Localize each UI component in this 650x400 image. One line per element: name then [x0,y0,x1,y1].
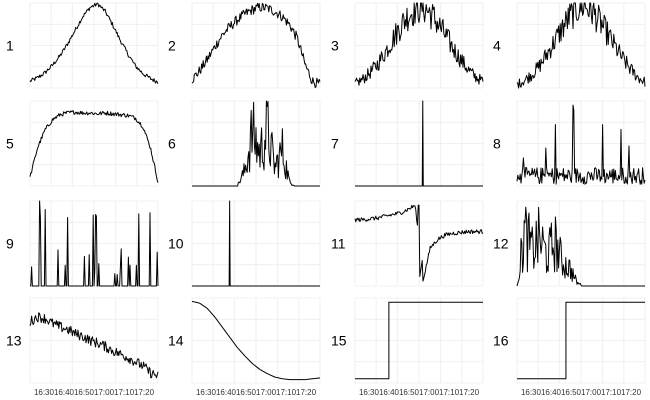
panel-13-series-line [29,312,159,379]
panel-1-series-line [29,2,159,84]
panel-3-label: 3 [331,38,339,54]
panel-16-x-tick-labels: 16:3016:4016:5017:0017:1017:20 [521,388,642,397]
panel-2-series-line [191,2,321,88]
panel-16-label: 16 [493,333,509,349]
panel-14-x-tick-labels: 16:3016:4016:5017:0017:1017:20 [196,388,317,397]
panel-14-series-line [191,300,321,381]
panel-14-label: 14 [168,333,184,349]
panel-6-series-line [192,100,320,187]
panel-13-label: 13 [6,333,22,349]
panel-13-x-tick-labels: 16:3016:4016:5017:0017:1017:20 [34,388,155,397]
panel-11-label: 11 [331,236,346,252]
panel-9-series-line [30,200,159,287]
panel-12-label: 12 [493,236,509,252]
panel-8-series-line [516,104,646,185]
panel-7-series-line [355,100,483,187]
panel-15-series-line [355,301,483,380]
panel-6-label: 6 [168,136,176,152]
panel-3-series-line [354,2,484,86]
panel-9-label: 9 [6,236,14,252]
panel-4-label: 4 [493,38,501,54]
panel-1-label: 1 [6,38,14,54]
panel-11-series-line [354,204,484,282]
panel-5-label: 5 [6,136,14,152]
panel-15-label: 15 [331,333,347,349]
panel-4-series-line [516,2,646,89]
panel-10-series-line [192,200,320,287]
panel-12-series-line [516,206,645,287]
panel-16-series-line [517,301,645,380]
panel-8-label: 8 [493,136,501,152]
panel-2-label: 2 [168,38,176,54]
panel-5-series-line [29,110,159,183]
panel-15-x-tick-labels: 16:3016:4016:5017:0017:1017:20 [359,388,480,397]
panel-10-label: 10 [168,236,184,252]
panel-7-label: 7 [331,136,339,152]
